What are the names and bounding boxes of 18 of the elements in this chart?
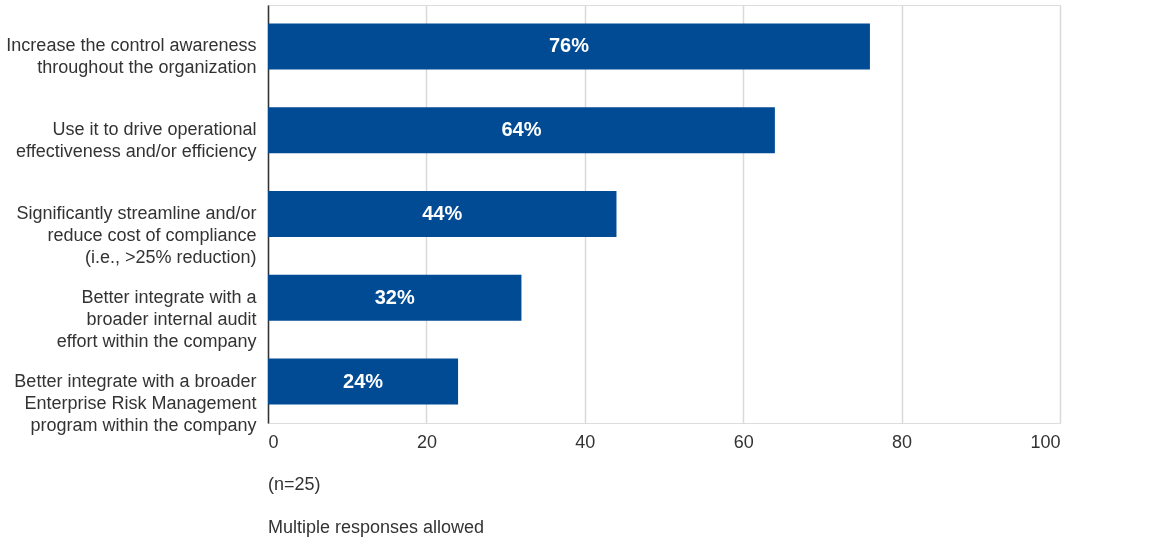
x-tick-label: 0	[268, 431, 279, 452]
text: (n=25)	[268, 474, 321, 494]
y-tick-label: Better integrate with a broader Enterprise Risk Management program within the company	[14, 370, 257, 435]
x-tick-label: 100	[1030, 431, 1061, 452]
x-tick-label: 20	[416, 431, 437, 452]
x-tick-label: 80	[892, 431, 913, 452]
data-label: 64%	[501, 118, 542, 141]
text: Multiple responses allowed	[268, 517, 485, 537]
x-tick-label: 40	[575, 431, 596, 452]
data-label: 24%	[343, 369, 384, 392]
data-label: 32%	[374, 285, 415, 308]
x-tick-label: 60	[733, 431, 754, 452]
y-tick-label: Increase the control awareness throughout the organization	[6, 35, 257, 78]
y-tick-label: Significantly streamline and/or reduce cost of compliance (i.e., >25% reduction)	[16, 203, 257, 267]
data-label: 76%	[548, 34, 590, 57]
y-tick-label: Use it to drive operational effectiveness and/or efficiency	[16, 119, 257, 162]
data-label: 44%	[422, 202, 463, 224]
y-tick-label: Better integrate with a broader internal audit effort within the company	[56, 286, 258, 351]
